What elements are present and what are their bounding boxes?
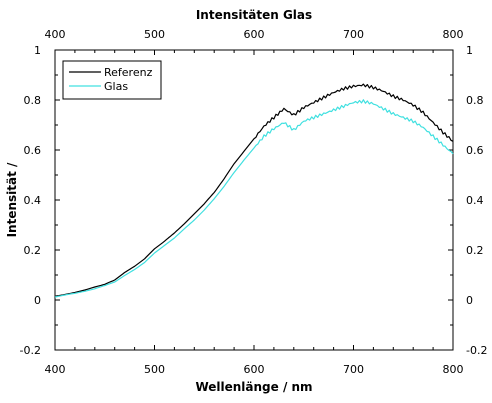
x-tick-label-bottom: 500 [144, 363, 165, 376]
y-tick-label-right: 0.2 [466, 244, 484, 257]
legend-box [62, 60, 162, 100]
y-tick-label-left: 0.8 [24, 94, 42, 107]
y-tick-label-right: 0 [466, 294, 473, 307]
y-tick-label-left: 0.6 [24, 144, 42, 157]
x-tick-label-bottom: 800 [443, 363, 464, 376]
y-tick-label-left: 0.4 [24, 194, 42, 207]
y-tick-label-right: 0.6 [466, 144, 484, 157]
x-tick-label-top: 600 [244, 28, 265, 41]
series-line-glas [54, 99, 454, 298]
x-tick-label-top: 500 [144, 28, 165, 41]
y-tick-label-right: 1 [466, 44, 473, 57]
y-tick-label-left: -0.2 [20, 344, 41, 357]
x-tick-label-top: 800 [443, 28, 464, 41]
chart-title: Intensitäten Glas [196, 8, 312, 22]
series-line-referenz [54, 83, 454, 297]
x-tick-label-bottom: 600 [244, 363, 265, 376]
y-tick-label-right: 0.4 [466, 194, 484, 207]
y-tick-label-left: 0.2 [24, 244, 42, 257]
x-axis-title: Wellenlänge / nm [195, 380, 312, 394]
legend-label: Glas [104, 80, 128, 93]
x-tick-label-bottom: 700 [343, 363, 364, 376]
x-tick-label-top: 700 [343, 28, 364, 41]
y-axis-title: Intensität / [5, 162, 19, 237]
y-tick-label-right: 0.8 [466, 94, 484, 107]
series-layer [54, 83, 454, 298]
y-tick-label-right: -0.2 [466, 344, 487, 357]
x-tick-label-bottom: 400 [45, 363, 66, 376]
x-tick-label-top: 400 [45, 28, 66, 41]
y-tick-label-left: 1 [34, 44, 41, 57]
legend-label: Referenz [104, 66, 153, 79]
y-tick-label-left: 0 [34, 294, 41, 307]
